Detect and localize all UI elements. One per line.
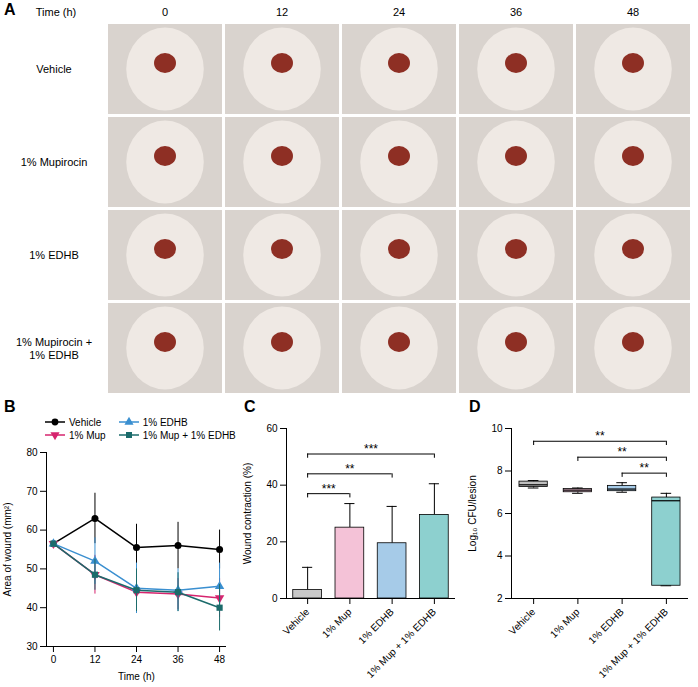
svg-text:Log₁₀ CFU/lesion: Log₁₀ CFU/lesion bbox=[467, 475, 478, 551]
svg-text:20: 20 bbox=[266, 536, 278, 547]
svg-text:Wound contraction (%): Wound contraction (%) bbox=[242, 463, 253, 565]
svg-text:***: *** bbox=[364, 442, 378, 456]
svg-text:1% Mup: 1% Mup bbox=[320, 606, 354, 640]
html-text:C: C bbox=[244, 398, 256, 415]
svg-text:1% Mup + 1% EDHB: 1% Mup + 1% EDHB bbox=[596, 606, 670, 680]
html-text:1% Mup + 1% EDHB: 1% Mup + 1% EDHB bbox=[142, 429, 236, 441]
svg-text:40: 40 bbox=[26, 602, 38, 613]
svg-text:***: *** bbox=[322, 482, 336, 496]
svg-text:A: A bbox=[4, 1, 16, 18]
svg-text:1% EDHB: 1% EDHB bbox=[586, 606, 626, 646]
svg-text:80: 80 bbox=[26, 447, 38, 458]
svg-text:Vehicle: Vehicle bbox=[507, 606, 538, 637]
svg-text:**: ** bbox=[345, 462, 355, 476]
svg-text:1% Mup + 1% EDHB: 1% Mup + 1% EDHB bbox=[364, 606, 438, 680]
svg-text:1% Mupirocin: 1% Mupirocin bbox=[21, 156, 88, 168]
svg-text:30: 30 bbox=[26, 641, 38, 652]
svg-text:70: 70 bbox=[26, 486, 38, 497]
svg-text:2: 2 bbox=[497, 593, 503, 604]
svg-text:0: 0 bbox=[51, 654, 57, 665]
svg-text:Area of wound (mm²): Area of wound (mm²) bbox=[2, 503, 13, 597]
svg-text:48: 48 bbox=[627, 6, 639, 18]
svg-text:0: 0 bbox=[272, 593, 278, 604]
svg-text:**: ** bbox=[640, 461, 650, 475]
html-text:1% Mup: 1% Mup bbox=[69, 429, 106, 441]
html-text:D: D bbox=[469, 398, 481, 415]
svg-text:12: 12 bbox=[276, 6, 288, 18]
html-text:Vehicle: Vehicle bbox=[69, 416, 102, 428]
svg-text:36: 36 bbox=[510, 6, 522, 18]
svg-text:8: 8 bbox=[497, 465, 503, 476]
svg-text:60: 60 bbox=[26, 524, 38, 535]
html-text:1% EDHB: 1% EDHB bbox=[142, 416, 188, 428]
svg-text:Vehicle: Vehicle bbox=[281, 606, 312, 637]
svg-text:24: 24 bbox=[131, 654, 143, 665]
svg-text:0: 0 bbox=[162, 6, 168, 18]
svg-text:Vehicle: Vehicle bbox=[36, 63, 71, 75]
svg-text:4: 4 bbox=[497, 550, 503, 561]
html-text:B: B bbox=[4, 398, 16, 415]
svg-text:1% Mupirocin +1% EDHB: 1% Mupirocin +1% EDHB bbox=[16, 336, 92, 361]
svg-text:1% Mup: 1% Mup bbox=[548, 606, 582, 640]
svg-text:48: 48 bbox=[214, 654, 226, 665]
svg-text:12: 12 bbox=[89, 654, 101, 665]
svg-text:10: 10 bbox=[491, 423, 503, 434]
svg-text:24: 24 bbox=[393, 6, 405, 18]
svg-text:Time (h): Time (h) bbox=[118, 671, 155, 682]
svg-text:**: ** bbox=[617, 445, 627, 459]
svg-text:6: 6 bbox=[497, 508, 503, 519]
svg-text:50: 50 bbox=[26, 563, 38, 574]
svg-text:Time (h): Time (h) bbox=[36, 6, 77, 18]
svg-text:1% EDHB: 1% EDHB bbox=[29, 249, 79, 261]
svg-text:**: ** bbox=[595, 429, 605, 443]
svg-text:40: 40 bbox=[266, 479, 278, 490]
svg-text:60: 60 bbox=[266, 423, 278, 434]
svg-text:1% EDHB: 1% EDHB bbox=[356, 606, 396, 646]
svg-text:36: 36 bbox=[172, 654, 184, 665]
